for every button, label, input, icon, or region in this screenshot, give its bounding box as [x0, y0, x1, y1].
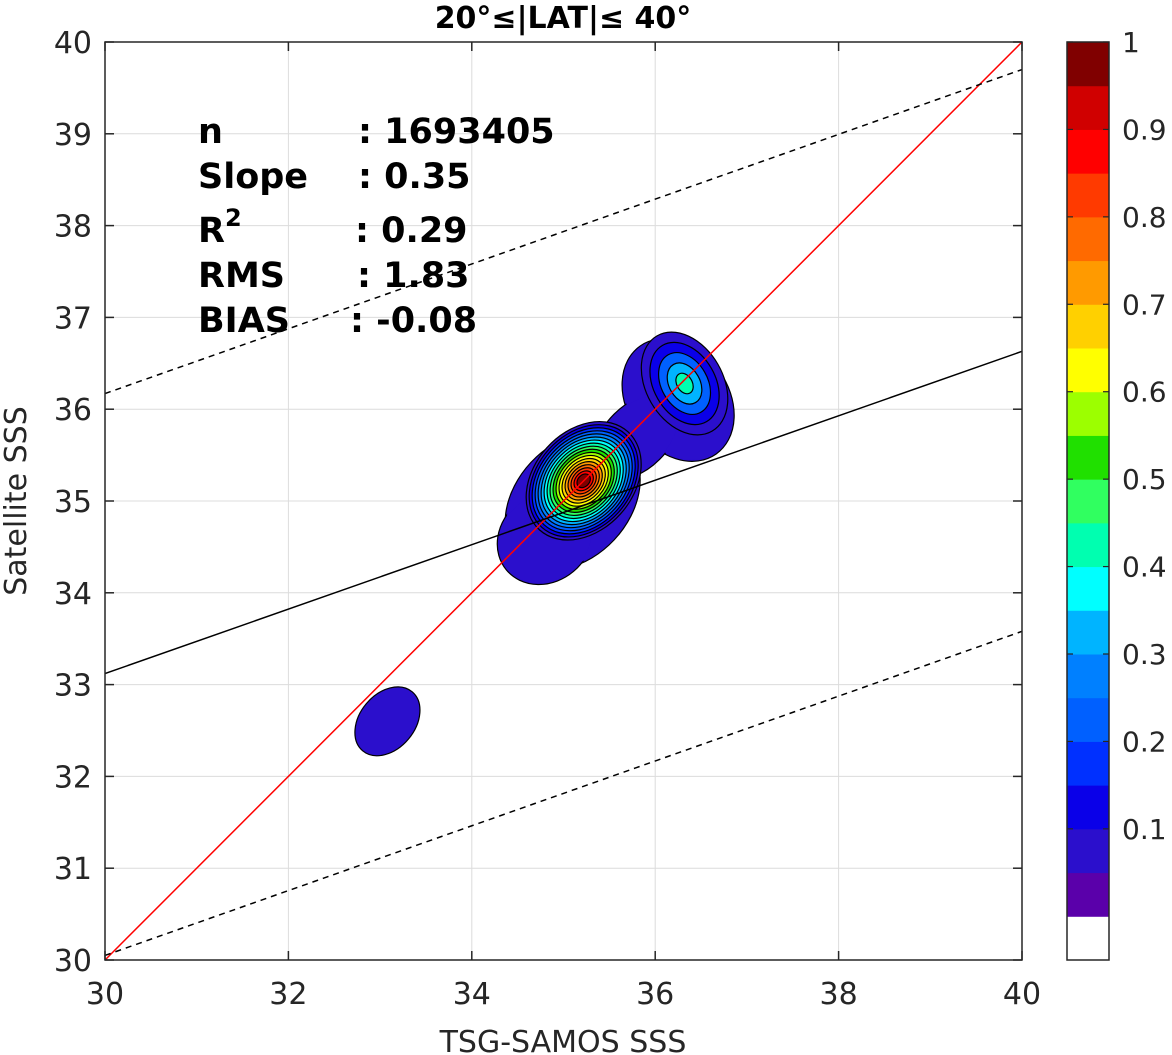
colorbar-tick-label: 1 [1122, 26, 1140, 59]
y-tick-label: 31 [54, 852, 92, 887]
colorbar-tick-label: 0.9 [1122, 113, 1167, 146]
colorbar-segment [1067, 129, 1109, 174]
y-tick-label: 34 [54, 577, 92, 612]
colorbar-tick-label: 0.1 [1122, 813, 1167, 846]
x-tick-labels: 30 32 34 36 38 40 [86, 977, 1041, 1012]
colorbar-tick-label: 0.7 [1122, 288, 1167, 321]
x-tick-label: 40 [1003, 977, 1041, 1012]
stat-r2-value: : 0.29 [355, 211, 468, 251]
line-fit-plus-2rms [105, 68, 1022, 395]
x-tick-label: 32 [269, 977, 307, 1012]
colorbar-frame [1066, 41, 1110, 961]
stat-rms-label: RMS [198, 256, 285, 296]
y-tick-label: 38 [54, 210, 92, 245]
stat-rms-value: : 1.83 [357, 256, 470, 296]
stat-r2-label: R [198, 211, 225, 251]
colorbar-tick-label: 0.5 [1122, 463, 1167, 496]
contour-isolated [354, 686, 421, 757]
y-tick-label: 30 [54, 944, 92, 979]
y-tick-labels: 30 31 32 33 34 35 36 37 38 39 40 [54, 26, 92, 979]
colorbar-segment [1067, 741, 1109, 786]
stat-bias-value: : -0.08 [350, 301, 477, 341]
stat-n-value: : 1693405 [358, 112, 555, 152]
colorbar-segment [1067, 85, 1109, 130]
x-tick-label: 30 [86, 977, 124, 1012]
stat-bias-label: BIAS [198, 301, 290, 341]
x-tick-label: 34 [453, 977, 491, 1012]
colorbar-tick-label: 0.6 [1122, 376, 1167, 409]
colorbar-segment [1067, 479, 1109, 524]
colorbar-tick-labels: 0.1 0.2 0.3 0.4 0.5 0.6 0.7 0.8 0.9 1 [1067, 26, 1167, 846]
colorbar-segment [1067, 872, 1109, 917]
y-tick-label: 32 [54, 760, 92, 795]
colorbar-tick-label: 0.2 [1122, 725, 1167, 758]
colorbar-segment [1067, 391, 1109, 436]
stat-r2-label-group: R2 [198, 204, 242, 251]
colorbar-segment [1067, 216, 1109, 262]
y-tick-label: 36 [54, 393, 92, 428]
regression-lines [105, 42, 1022, 960]
y-tick-label: 40 [54, 26, 92, 61]
colorbar-segment [1067, 828, 1109, 874]
colorbar-tick-label: 0.8 [1122, 201, 1167, 234]
x-tick-label: 36 [636, 977, 674, 1012]
stat-r2-superscript: 2 [225, 204, 242, 232]
colorbar-segment [1067, 654, 1109, 699]
line-fit-minus-2rms [105, 630, 1022, 957]
axis-ticks [104, 41, 1023, 961]
colorbar-segment [1067, 697, 1109, 742]
x-tick-label: 38 [820, 977, 858, 1012]
stats-annotation: n : 1693405 Slope : 0.35 R2 : 0.29 RMS :… [198, 112, 555, 341]
chart-title: 20°≤|LAT|≤ 40° [435, 1, 692, 36]
colorbar-segment [1067, 785, 1109, 830]
colorbar-tick-label: 0.3 [1122, 638, 1167, 671]
colorbar-segment [1067, 610, 1109, 655]
y-tick-label: 37 [54, 301, 92, 336]
colorbar-segment [1067, 916, 1109, 961]
grid [104, 41, 1023, 961]
x-axis-label: TSG-SAMOS SSS [439, 1025, 687, 1055]
line-one-to-one [105, 42, 1022, 960]
line-fit [105, 350, 1022, 675]
y-tick-label: 39 [54, 118, 92, 153]
density-contours [354, 331, 735, 757]
colorbar-segment [1067, 42, 1109, 87]
y-axis-label: Satellite SSS [0, 406, 34, 596]
colorbar [1066, 41, 1110, 961]
colorbar-segment [1067, 304, 1109, 349]
colorbar-segment [1067, 173, 1109, 218]
colorbar-segment [1067, 348, 1109, 393]
y-tick-label: 35 [54, 485, 92, 520]
y-tick-label: 33 [54, 669, 92, 704]
colorbar-segment [1067, 260, 1109, 305]
colorbar-segment [1067, 522, 1109, 568]
colorbar-tick-label: 0.4 [1122, 551, 1167, 584]
stat-slope-value: : 0.35 [358, 157, 471, 197]
stat-slope-label: Slope [198, 157, 308, 197]
colorbar-segment [1067, 566, 1109, 611]
stat-n-label: n [198, 112, 223, 152]
colorbar-segment [1067, 435, 1109, 480]
